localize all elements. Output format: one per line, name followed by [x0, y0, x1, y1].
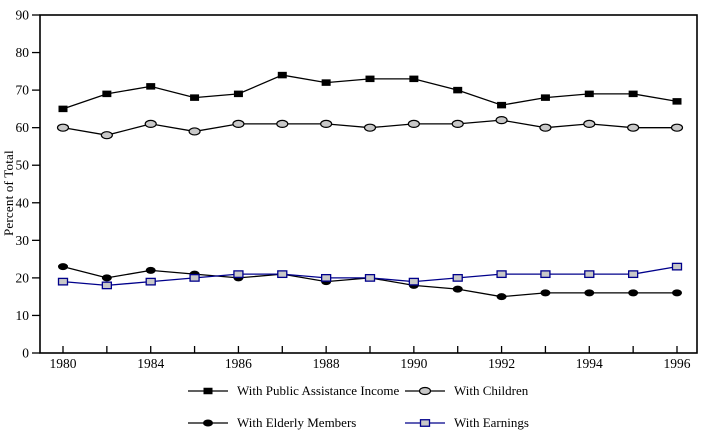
axis-frame	[39, 14, 698, 354]
data-point-with-children	[451, 119, 464, 129]
legend-label: With Elderly Members	[237, 415, 357, 430]
y-tick-label: 90	[16, 8, 30, 23]
data-point-with-earnings	[496, 270, 507, 279]
data-point-with-public-assistance-income	[277, 71, 287, 79]
data-point-with-earnings	[277, 270, 288, 279]
data-point-with-earnings	[671, 262, 683, 271]
data-point-with-public-assistance-income	[321, 79, 331, 86]
data-point-with-public-assistance-income	[190, 94, 200, 101]
y-tick-label: 80	[16, 45, 30, 60]
y-tick-label: 60	[16, 120, 30, 135]
data-point-with-children	[232, 119, 245, 129]
data-point-with-earnings	[189, 273, 200, 282]
data-point-with-children	[407, 119, 420, 129]
y-tick-label: 30	[16, 233, 30, 248]
legend-sample-open-circle-icon	[405, 386, 445, 395]
data-point-with-children	[276, 119, 289, 129]
data-point-with-public-assistance-income	[102, 90, 112, 98]
legend-sample-filled-square-icon	[188, 387, 228, 394]
y-axis-title: Percent of Total	[1, 150, 16, 236]
legend-item-earnings: With Earnings	[405, 415, 529, 430]
x-tick-label: 1986	[225, 356, 252, 371]
data-point-with-elderly-members	[584, 289, 595, 297]
y-tick-label: 20	[16, 270, 30, 285]
legend-label: With Children	[454, 383, 529, 398]
data-point-with-children	[144, 119, 157, 129]
data-point-with-children	[56, 123, 70, 132]
data-point-with-public-assistance-income	[497, 101, 507, 109]
y-tick-label: 50	[16, 158, 30, 173]
data-point-with-public-assistance-income	[365, 75, 375, 83]
legend-item-elderly: With Elderly Members	[188, 415, 356, 430]
x-tick-label: 1984	[137, 356, 164, 371]
data-point-with-earnings	[540, 270, 551, 279]
data-point-with-children	[188, 127, 201, 136]
data-point-with-children	[539, 123, 552, 132]
legend-label: With Public Assistance Income	[237, 383, 400, 398]
y-tick-label: 40	[16, 195, 30, 210]
x-tick-label: 1994	[576, 356, 603, 371]
data-point-with-public-assistance-income	[628, 90, 638, 98]
data-point-with-earnings	[584, 270, 595, 279]
data-point-with-public-assistance-income	[233, 90, 243, 98]
x-tick-label: 1988	[313, 356, 340, 371]
x-tick-label: 1990	[400, 356, 427, 371]
legend-item-children: With Children	[405, 383, 528, 398]
legend-label: With Earnings	[454, 415, 529, 430]
data-point-with-elderly-members	[672, 289, 682, 297]
data-point-with-public-assistance-income	[409, 75, 419, 83]
data-point-with-earnings	[408, 277, 420, 286]
legend-sample-open-square-icon	[405, 418, 445, 427]
data-point-with-earnings	[101, 281, 113, 290]
data-point-with-children	[363, 123, 377, 132]
data-point-with-children	[583, 119, 596, 129]
data-point-with-elderly-members	[496, 293, 507, 301]
y-tick-label: 70	[16, 83, 30, 98]
data-point-with-earnings	[233, 270, 244, 279]
data-point-with-earnings	[452, 273, 463, 282]
data-point-with-children	[100, 131, 113, 140]
data-point-with-children	[495, 116, 508, 125]
data-point-with-elderly-members	[452, 285, 463, 293]
data-point-with-elderly-members	[58, 263, 68, 271]
y-tick-label: 0	[22, 346, 29, 361]
data-point-with-earnings	[57, 277, 69, 286]
y-tick-label: 10	[16, 308, 30, 323]
data-point-with-public-assistance-income	[146, 83, 156, 90]
data-point-with-children	[627, 123, 640, 132]
x-tick-label: 1992	[488, 356, 515, 371]
data-point-with-earnings	[627, 270, 639, 279]
data-point-with-elderly-members	[145, 266, 156, 274]
data-point-with-earnings	[364, 273, 376, 282]
data-point-with-elderly-members	[628, 289, 639, 297]
data-point-with-public-assistance-income	[453, 86, 463, 94]
legend-item-public-assistance: With Public Assistance Income	[188, 383, 399, 398]
data-point-with-children	[320, 119, 333, 129]
x-tick-label: 1996	[664, 356, 691, 371]
data-point-with-public-assistance-income	[584, 90, 594, 98]
data-point-with-elderly-members	[540, 289, 551, 297]
data-point-with-earnings	[145, 277, 156, 286]
data-point-with-elderly-members	[101, 274, 112, 282]
data-point-with-earnings	[320, 273, 332, 282]
legend-sample-filled-circle-icon	[188, 419, 228, 426]
data-point-with-public-assistance-income	[672, 98, 682, 105]
data-point-with-public-assistance-income	[58, 105, 68, 113]
data-point-with-public-assistance-income	[540, 94, 550, 101]
data-point-with-children	[670, 123, 684, 132]
x-tick-label: 1980	[50, 356, 77, 371]
